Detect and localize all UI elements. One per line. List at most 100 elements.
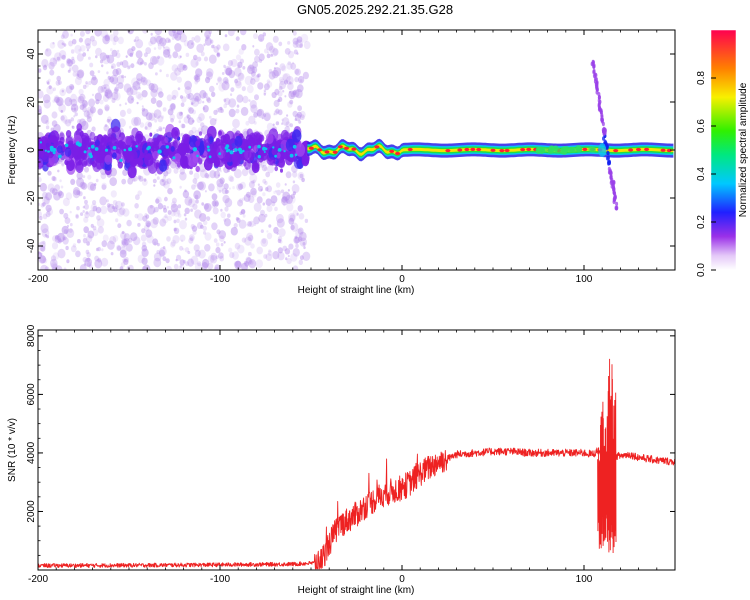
spectrogram-cell [166,94,173,102]
spectrogram-cell [291,129,302,143]
spectrogram-cell [169,113,175,121]
spectrogram-cell [284,48,291,55]
spectrogram-cell [296,52,299,55]
spectrogram-cell [238,72,244,80]
spectrogram-cell [141,248,149,257]
spectrogram-cell [71,38,77,45]
spectrogram-cell [208,183,215,192]
spectrogram-cell [213,46,219,53]
spectrogram-cell [186,114,191,120]
spectrogram-cell [235,217,239,221]
spectrogram-cell [277,247,283,254]
spectrogram-cell [60,63,65,69]
spectrogram-cell [222,194,230,204]
spectrogram-cell [148,112,156,122]
spectrogram-cell [188,107,194,114]
spectrogram-cell [189,236,194,241]
spectrogram-cell [73,187,80,196]
spectrogram-cell [171,197,177,204]
spectrogram-cell [266,230,269,233]
spectrogram-cell [129,85,138,96]
spectrogram-cell [220,208,223,212]
spectrogram-cell [178,264,186,270]
spectrogram-cell [293,49,298,55]
spectrogram-cell [62,30,69,39]
spectrogram-cell [197,98,202,105]
spectrogram-cell [66,58,72,64]
spectrogram-cell [140,77,148,86]
spectrogram-cell [83,226,89,234]
spectrogram-cell [63,212,69,219]
spectrogram-cell [242,197,246,201]
spectrogram-cell [66,224,69,228]
spectrogram-cell [97,246,101,252]
spectrogram-cell [44,149,47,152]
spectrogram-cell [193,74,199,81]
spectrogram-cell [165,145,170,149]
spectrogram-cell [213,170,221,179]
spectrogram-cell [190,102,194,106]
spectrogram-cell [193,244,200,252]
spectrogram-cell [252,179,256,184]
spectrogram-cell [288,243,294,250]
spectrogram-cell [277,238,282,243]
spectrogram-cell [38,251,41,255]
spectrogram-cell [218,230,226,240]
spectrogram-cell [198,113,205,122]
spectrogram-cell [82,103,87,108]
spectrogram-cell [605,144,609,149]
spectrogram-peak [457,148,463,152]
spectrogram-cell [49,57,58,67]
spectrogram-cell [115,52,121,59]
spectrogram-cell [202,225,207,231]
spectrogram-cell [127,64,132,69]
spectrogram-cell [61,163,65,167]
spectrogram-cell [299,43,303,48]
spectrogram-cell [173,227,180,234]
spectrogram-cell [183,116,190,124]
spectrogram-cell [257,183,260,186]
spectrogram-cell [52,176,57,182]
spectrogram-cell [157,45,162,50]
spectrogram-cell [216,108,220,113]
spectrogram-cell [215,255,219,260]
spectrogram-cell [211,44,215,49]
spectrogram-cell [593,72,597,77]
spectrogram-cell [230,93,233,96]
spectrogram-cell [258,53,265,61]
spectrogram-cell [272,48,279,56]
spectrogram-cell [97,257,102,263]
spectrogram-cell [297,227,304,235]
spectrogram-cell [171,97,174,100]
spectrogram-cell [116,75,125,85]
spectrogram-cell [77,119,82,125]
spectrogram-cell [200,224,204,229]
spectrogram-cell [250,187,257,196]
snr-y-axis-label: SNR (10 * v/v) [7,418,18,482]
spectrogram-cell [262,178,267,184]
spectrogram-cell [184,207,190,214]
spectrogram-cell [284,79,289,85]
spectrogram-cell [181,239,183,243]
spectrogram-cell [287,61,292,66]
spectrogram-cell [44,233,48,237]
spectrogram-cell [153,113,158,118]
spectrogram-cell [270,195,278,204]
spectrogram-cell [608,168,612,173]
spectrogram-cell [94,30,102,37]
spectrogram-cell [203,56,209,62]
spectrogram-cell [296,212,299,216]
spectrogram-cell [277,109,283,116]
spectrogram-cell [266,53,271,59]
spectrogram-cell [288,90,296,100]
spectrogram-cell [208,155,212,159]
spectrogram-cell [168,54,172,59]
spectrogram-cell [86,114,91,120]
spectrogram-cell [206,97,212,104]
spectrogram-cell [45,211,51,218]
spectrogram-cell [298,213,305,220]
spectrogram-cell [191,97,199,107]
spectrogram-cell [286,114,289,117]
spectrogram-cell [179,155,189,168]
spectrogram-cell [143,178,147,182]
